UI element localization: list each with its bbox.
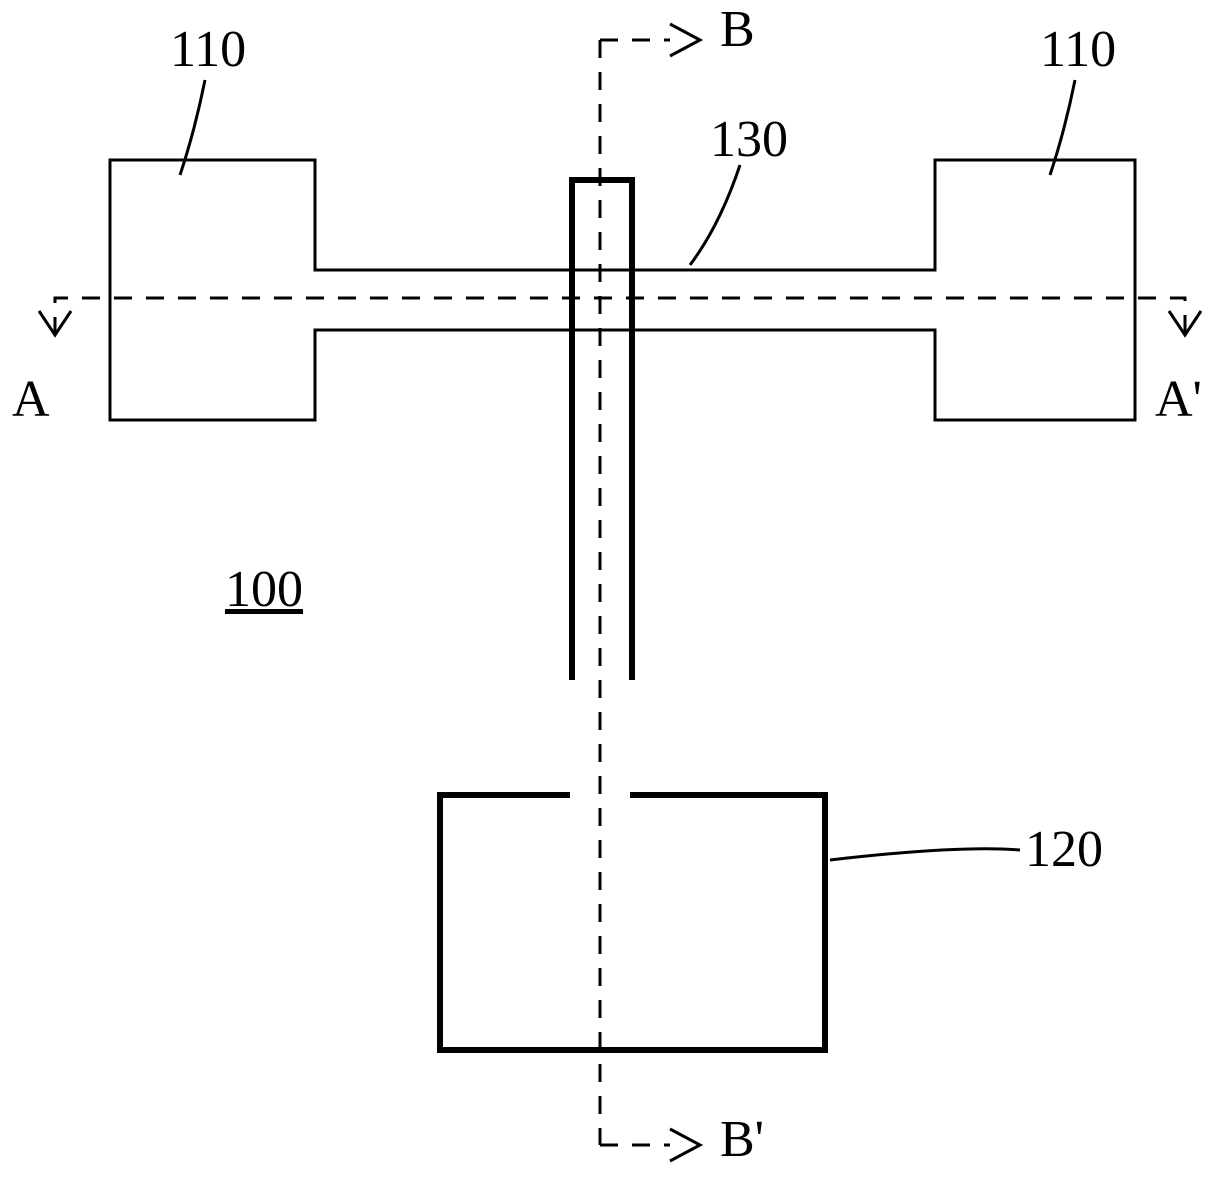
ref-130: 130	[710, 110, 788, 169]
active-region-outline	[110, 160, 1135, 420]
section-label-b-prime: B'	[720, 1110, 764, 1169]
section-label-a: A	[12, 370, 50, 429]
section-label-a-prime: A'	[1155, 370, 1202, 429]
gate-neck	[572, 180, 632, 680]
ref-110-left: 110	[170, 20, 246, 79]
diagram-canvas	[0, 0, 1225, 1177]
section-label-b: B	[720, 0, 755, 59]
leader-l130	[690, 165, 740, 265]
ref-120: 120	[1025, 820, 1103, 879]
ref-100: 100	[225, 560, 303, 619]
leader-l120	[830, 849, 1020, 860]
gate-pad	[440, 795, 825, 1050]
ref-110-right: 110	[1040, 20, 1116, 79]
